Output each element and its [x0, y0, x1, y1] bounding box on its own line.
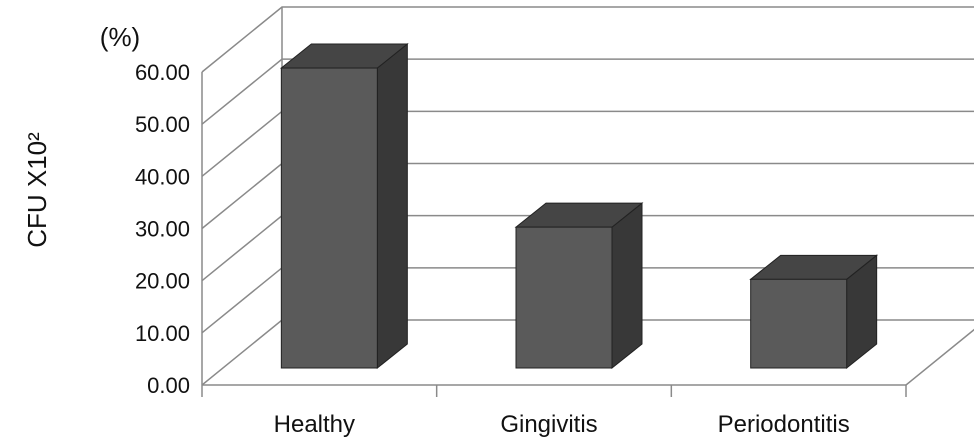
x-category-label: Healthy — [274, 411, 355, 437]
y-tick-label: 30.00 — [135, 217, 190, 242]
y-tick-label: 40.00 — [135, 164, 190, 189]
bar-periodontitis — [749, 254, 879, 370]
bars-layer — [279, 43, 879, 370]
y-tick-label: 0.00 — [147, 373, 190, 398]
bar-front-face — [280, 67, 378, 369]
axis-layer: 0.00 10.00 20.00 30.00 40.00 50.00 60.00 Health… — [135, 60, 907, 438]
x-category-label: Periodontitis — [718, 411, 850, 437]
bar-side-face — [376, 43, 408, 370]
y-tick-label: 50.00 — [135, 112, 190, 137]
bar-front-face — [750, 278, 848, 369]
floor-right-edge — [905, 328, 974, 386]
y-axis-label: CFU X10² — [22, 132, 52, 248]
unit-label: (%) — [100, 22, 140, 52]
bar-side-face — [611, 202, 643, 370]
y-tick-label: 10.00 — [135, 321, 190, 346]
bar-front-face — [515, 226, 613, 369]
bar-healthy — [279, 43, 409, 370]
x-category-label: Gingivitis — [500, 411, 597, 437]
bar-gingivitis — [514, 202, 644, 370]
y-tick-label: 60.00 — [135, 60, 190, 85]
y-tick-label: 20.00 — [135, 269, 190, 294]
